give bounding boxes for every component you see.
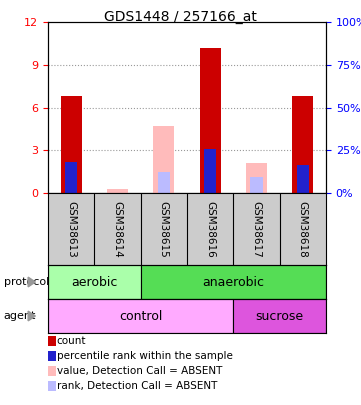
Bar (200, 48, 221, 193)
Bar (233, 299, 326, 333)
Bar (158, 172, 170, 193)
Bar (246, 163, 267, 193)
Bar (61, 96, 82, 193)
Text: GSM38614: GSM38614 (113, 200, 122, 257)
Text: GSM38615: GSM38615 (159, 200, 169, 257)
Text: anaerobic: anaerobic (202, 275, 264, 288)
Bar (107, 189, 128, 193)
Bar (48, 265, 141, 299)
Text: rank, Detection Call = ABSENT: rank, Detection Call = ABSENT (57, 381, 217, 391)
Bar (65, 162, 77, 193)
Text: GSM38618: GSM38618 (298, 200, 308, 257)
Text: sucrose: sucrose (256, 309, 304, 322)
Bar (292, 96, 313, 193)
Bar (153, 126, 174, 193)
Text: protocol: protocol (4, 277, 49, 287)
Text: count: count (57, 336, 86, 346)
Text: control: control (119, 309, 162, 322)
Bar (204, 149, 217, 193)
Bar (297, 164, 309, 193)
Bar (250, 177, 263, 193)
Text: GSM38617: GSM38617 (252, 200, 261, 257)
Text: agent: agent (4, 311, 36, 321)
Text: percentile rank within the sample: percentile rank within the sample (57, 351, 232, 361)
Text: value, Detection Call = ABSENT: value, Detection Call = ABSENT (57, 366, 222, 376)
Text: GSM38616: GSM38616 (205, 200, 215, 257)
Text: aerobic: aerobic (71, 275, 118, 288)
Text: GSM38613: GSM38613 (66, 200, 76, 257)
Text: GDS1448 / 257166_at: GDS1448 / 257166_at (104, 10, 257, 24)
Bar (141, 265, 326, 299)
Bar (48, 299, 233, 333)
